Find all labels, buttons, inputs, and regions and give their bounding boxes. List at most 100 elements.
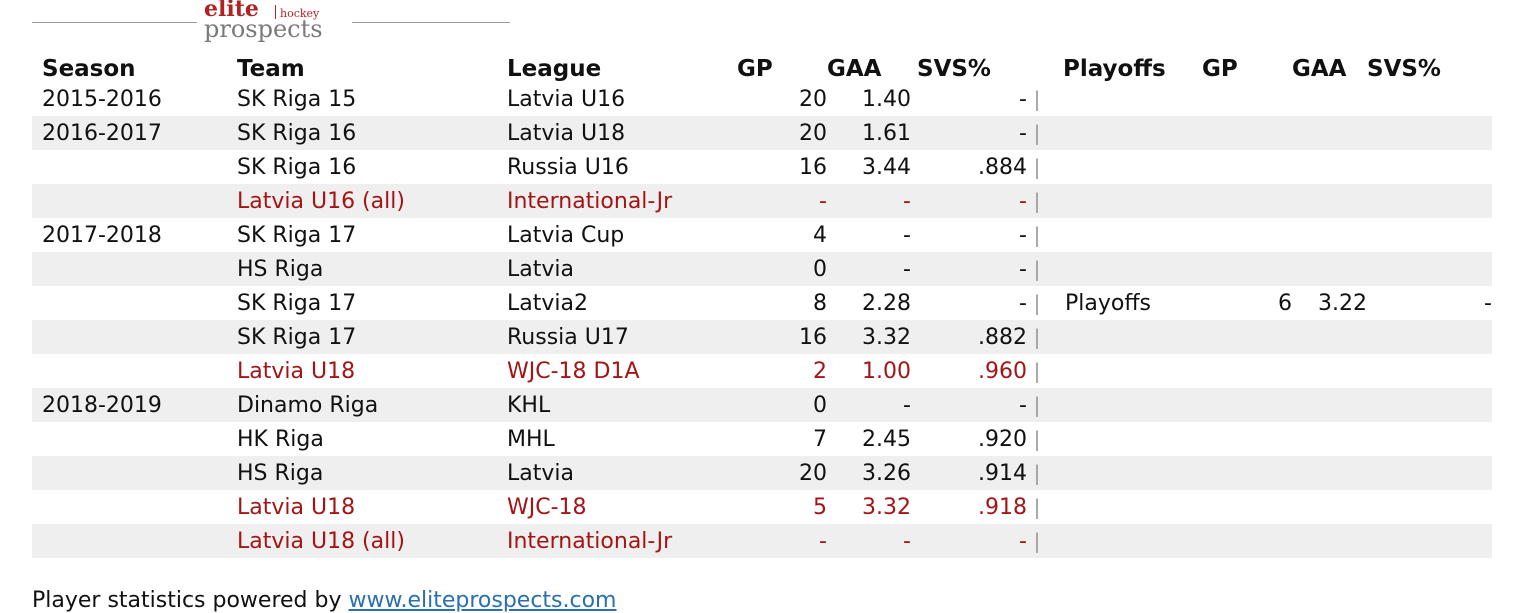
cell-playoffs xyxy=(1047,252,1202,286)
header-svs: SVS% xyxy=(917,56,991,82)
cell-playoffs-svs xyxy=(1367,524,1492,558)
cell-playoffs-gaa xyxy=(1292,252,1367,286)
cell-league: Latvia Cup xyxy=(507,222,625,248)
cell-team: Latvia U18 (all) xyxy=(227,524,497,558)
cell-playoffs-svs xyxy=(1367,116,1492,150)
cell-playoffs-gaa xyxy=(1292,116,1367,150)
cell-playoffs-gp xyxy=(1202,82,1292,116)
cell-season xyxy=(32,252,227,286)
cell-playoffs-gaa xyxy=(1292,490,1367,524)
logo-hockey-text: hockey xyxy=(280,7,320,20)
cell-playoffs xyxy=(1047,116,1202,150)
cell-gaa: 2.28 xyxy=(862,290,911,316)
cell-svs: - xyxy=(917,184,1027,218)
logo-elite-text: elite xyxy=(204,0,259,22)
cell-svs: - xyxy=(917,524,1027,558)
cell-gp: 8 xyxy=(813,290,827,316)
cell-svs: - xyxy=(917,388,1027,422)
cell-gaa: 2.45 xyxy=(862,426,911,452)
cell-playoffs-svs xyxy=(1367,388,1492,422)
cell-season: 2016-2017 xyxy=(32,116,227,150)
cell-playoffs-gaa xyxy=(1292,354,1367,388)
cell-team: Latvia U16 (all) xyxy=(227,184,497,218)
cell-playoffs xyxy=(1047,150,1202,184)
cell-divider: | xyxy=(1027,184,1047,218)
cell-team: SK Riga 15 xyxy=(237,86,357,112)
cell-playoffs-gaa xyxy=(1292,218,1367,252)
cell-league: Russia U16 xyxy=(507,154,629,180)
stats-footer: Player statistics powered by www.elitepr… xyxy=(32,588,617,613)
header-playoffs: Playoffs xyxy=(1063,56,1166,82)
cell-playoffs-gaa xyxy=(1292,82,1367,116)
header-team: Team xyxy=(237,56,305,82)
table-row-international: Latvia U18 (all) International-Jr - - - … xyxy=(32,524,1492,558)
cell-gaa: 3.32 xyxy=(827,320,917,354)
cell-playoffs-gaa xyxy=(1292,456,1367,490)
footer-text: Player statistics powered by xyxy=(32,588,349,613)
cell-gaa: - xyxy=(827,184,917,218)
cell-playoffs-gaa xyxy=(1292,388,1367,422)
cell-playoffs xyxy=(1047,218,1202,252)
player-stats-table: Season Team League GP GAA SVS% Playoffs … xyxy=(32,48,1492,558)
cell-gp: - xyxy=(737,184,827,218)
cell-gaa: - xyxy=(827,388,917,422)
table-row: 2017-2018 SK Riga 17 Latvia Cup 4 - - | xyxy=(32,218,1492,252)
cell-playoffs-svs xyxy=(1367,490,1492,524)
cell-playoffs-gp xyxy=(1202,388,1292,422)
cell-season xyxy=(32,354,227,388)
cell-team: Latvia U18 xyxy=(237,494,356,520)
cell-league: Latvia U18 xyxy=(497,116,737,150)
cell-gaa: 3.32 xyxy=(862,494,911,520)
cell-gp: 16 xyxy=(799,154,827,180)
cell-gp: 0 xyxy=(737,252,827,286)
table-row: HS Riga Latvia 20 3.26 .914 | xyxy=(32,456,1492,490)
cell-league: WJC-18 xyxy=(507,494,587,520)
cell-playoffs xyxy=(1047,184,1202,218)
cell-playoffs-svs xyxy=(1367,252,1492,286)
cell-playoffs-svs xyxy=(1367,150,1492,184)
eliteprospects-link[interactable]: www.eliteprospects.com xyxy=(348,588,617,613)
cell-league: Russia U17 xyxy=(497,320,737,354)
table-row-international: Latvia U16 (all) International-Jr - - - … xyxy=(32,184,1492,218)
cell-playoffs xyxy=(1047,524,1202,558)
cell-gp: 4 xyxy=(813,222,827,248)
cell-team: SK Riga 17 xyxy=(237,290,357,316)
cell-playoffs-svs xyxy=(1367,320,1492,354)
cell-playoffs: Playoffs xyxy=(1065,290,1151,316)
cell-playoffs-svs xyxy=(1367,184,1492,218)
cell-divider: | xyxy=(1027,320,1047,354)
cell-season xyxy=(32,456,227,490)
cell-playoffs-svs xyxy=(1367,82,1492,116)
cell-playoffs-svs: - xyxy=(1484,290,1492,316)
header-gp: GP xyxy=(737,56,773,82)
logo-rule-left xyxy=(32,22,197,23)
table-row-international: Latvia U18 WJC-18 D1A 2 1.00 .960 | xyxy=(32,354,1492,388)
cell-gaa: - xyxy=(827,252,917,286)
cell-gp: 2 xyxy=(813,358,827,384)
cell-svs: .882 xyxy=(917,320,1027,354)
cell-divider: | xyxy=(1033,291,1041,315)
cell-playoffs-gp xyxy=(1202,218,1292,252)
cell-playoffs xyxy=(1047,388,1202,422)
cell-gaa: - xyxy=(827,524,917,558)
cell-playoffs-gp xyxy=(1202,184,1292,218)
cell-gp: 16 xyxy=(737,320,827,354)
logo-rule-right xyxy=(352,22,510,23)
cell-gaa: 1.61 xyxy=(827,116,917,150)
cell-svs: - xyxy=(1019,86,1027,112)
cell-playoffs-gaa xyxy=(1292,524,1367,558)
cell-playoffs-svs xyxy=(1367,422,1492,456)
cell-svs: - xyxy=(917,252,1027,286)
logo-prospects-text: prospects xyxy=(204,15,323,43)
cell-season xyxy=(32,422,227,456)
cell-playoffs-gaa xyxy=(1292,184,1367,218)
cell-playoffs xyxy=(1047,354,1202,388)
cell-playoffs-gp xyxy=(1202,320,1292,354)
cell-season: 2017-2018 xyxy=(42,222,162,248)
cell-playoffs-svs xyxy=(1367,354,1492,388)
cell-season: 2015-2016 xyxy=(42,86,162,112)
cell-divider: | xyxy=(1033,359,1041,383)
cell-season xyxy=(32,320,227,354)
header-row: Season Team League GP GAA SVS% Playoffs … xyxy=(32,48,1492,82)
cell-playoffs-gp xyxy=(1202,422,1292,456)
